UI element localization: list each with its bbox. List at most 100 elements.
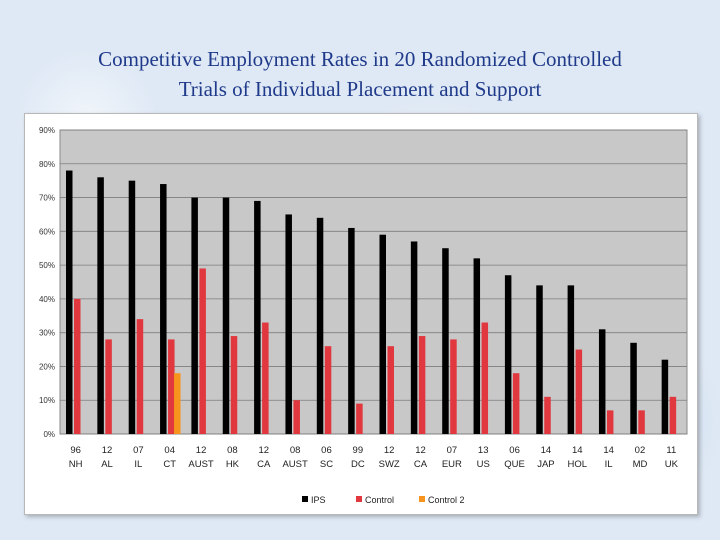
x-tick-year: 12 xyxy=(258,445,269,456)
y-tick-label: 30% xyxy=(39,329,55,338)
bar-ips xyxy=(128,180,136,434)
y-tick-label: 40% xyxy=(39,295,55,304)
legend-label: Control xyxy=(365,495,394,505)
x-tick-site: JAP xyxy=(537,459,554,470)
legend-label: IPS xyxy=(311,495,326,505)
bar-ips xyxy=(504,275,512,434)
chart-panel: 0% 10% 20% 30% 40% 50% 60% 70% 80% 90% 96 NH 12 AL 07 I… xyxy=(24,113,698,515)
x-tick-site: AL xyxy=(101,459,113,470)
bar-control xyxy=(136,319,144,434)
y-tick-label: 50% xyxy=(39,261,55,270)
x-tick-year: 04 xyxy=(164,445,175,456)
x-tick-year: 96 xyxy=(70,445,81,456)
x-tick-site: IL xyxy=(605,459,613,470)
x-tick-year: 12 xyxy=(415,445,426,456)
x-tick-site: CT xyxy=(163,459,176,470)
bar-control xyxy=(606,410,614,434)
bar-control xyxy=(262,322,269,434)
bar-ips xyxy=(66,170,73,434)
x-tick-site: CA xyxy=(414,459,428,470)
x-tick-site: AUST xyxy=(282,459,308,470)
x-tick-site: CA xyxy=(257,459,271,470)
bar-ips xyxy=(348,227,355,434)
bar-ips xyxy=(97,177,104,434)
bar-control xyxy=(544,396,551,434)
x-tick-site: QUE xyxy=(504,459,525,470)
bar-ips xyxy=(160,184,167,434)
bar-control xyxy=(418,336,426,434)
x-tick-year: 99 xyxy=(353,445,364,456)
bar-ips xyxy=(567,285,575,434)
x-tick-site: NH xyxy=(69,459,83,470)
bar-control xyxy=(199,268,206,434)
bar-ips xyxy=(661,359,669,434)
legend-swatch xyxy=(302,496,308,502)
x-tick-year: 06 xyxy=(321,445,332,456)
x-tick-year: 06 xyxy=(509,445,520,456)
y-tick-label: 10% xyxy=(39,396,55,405)
bar-control xyxy=(481,322,489,434)
bar-control xyxy=(387,346,394,434)
x-tick-site: HOL xyxy=(568,459,588,470)
bar-control xyxy=(74,298,81,434)
legend-swatch xyxy=(419,496,425,502)
x-tick-site: UK xyxy=(665,459,679,470)
bar-ips xyxy=(285,214,292,434)
x-tick-site: HK xyxy=(226,459,240,470)
bar-ips xyxy=(191,197,198,434)
legend-swatch xyxy=(356,496,362,502)
x-tick-year: 07 xyxy=(447,445,458,456)
bar-ips xyxy=(630,342,637,434)
slide-title: Competitive Employment Rates in 20 Rando… xyxy=(0,44,720,104)
x-tick-year: 12 xyxy=(196,445,207,456)
bar-control xyxy=(638,410,645,434)
x-tick-site: SWZ xyxy=(379,459,400,470)
x-tick-year: 14 xyxy=(572,445,583,456)
x-tick-year: 12 xyxy=(102,445,113,456)
x-tick-year: 12 xyxy=(384,445,395,456)
x-tick-year: 08 xyxy=(290,445,301,456)
x-tick-site: AUST xyxy=(188,459,214,470)
bar-ips xyxy=(410,241,418,434)
bar-control xyxy=(575,349,583,434)
x-tick-site: US xyxy=(477,459,490,470)
bar-control xyxy=(105,339,112,434)
bar-control xyxy=(512,373,520,434)
y-tick-label: 70% xyxy=(39,194,55,203)
x-tick-year: 11 xyxy=(666,445,676,456)
y-tick-label: 0% xyxy=(43,430,55,439)
bar-ips xyxy=(598,329,606,434)
employment-bar-chart: 0% 10% 20% 30% 40% 50% 60% 70% 80% 90% 96 NH 12 AL 07 I… xyxy=(39,126,688,505)
x-tick-site: IL xyxy=(134,459,142,470)
bar-control xyxy=(450,339,457,434)
x-tick-site: MD xyxy=(633,459,648,470)
x-tick-year: 08 xyxy=(227,445,238,456)
bar-control xyxy=(356,403,363,434)
bar-ips xyxy=(536,285,543,434)
x-tick-year: 07 xyxy=(133,445,144,456)
y-tick-label: 90% xyxy=(39,126,55,135)
bar-control xyxy=(293,400,300,434)
bar-control xyxy=(324,346,332,434)
bar-ips xyxy=(222,197,230,434)
x-tick-year: 02 xyxy=(635,445,646,456)
x-tick-site: SC xyxy=(320,459,333,470)
x-tick-site: DC xyxy=(351,459,365,470)
plot-area xyxy=(59,129,688,435)
bar-ips xyxy=(379,234,386,434)
bar-ips xyxy=(442,248,449,434)
y-tick-label: 60% xyxy=(39,227,55,236)
y-tick-label: 80% xyxy=(39,160,55,169)
bar-control-2 xyxy=(174,373,181,434)
bar-ips xyxy=(254,200,261,434)
slide-title-line-2: Trials of Individual Placement and Suppo… xyxy=(178,77,542,101)
slide-title-line-1: Competitive Employment Rates in 20 Rando… xyxy=(98,47,622,71)
bar-control xyxy=(669,396,677,434)
x-tick-year: 14 xyxy=(541,445,552,456)
x-tick-year: 13 xyxy=(478,445,489,456)
bar-ips xyxy=(473,258,481,434)
y-tick-label: 20% xyxy=(39,362,55,371)
bar-control xyxy=(168,339,175,434)
x-tick-year: 14 xyxy=(603,445,614,456)
bar-control xyxy=(230,336,238,434)
